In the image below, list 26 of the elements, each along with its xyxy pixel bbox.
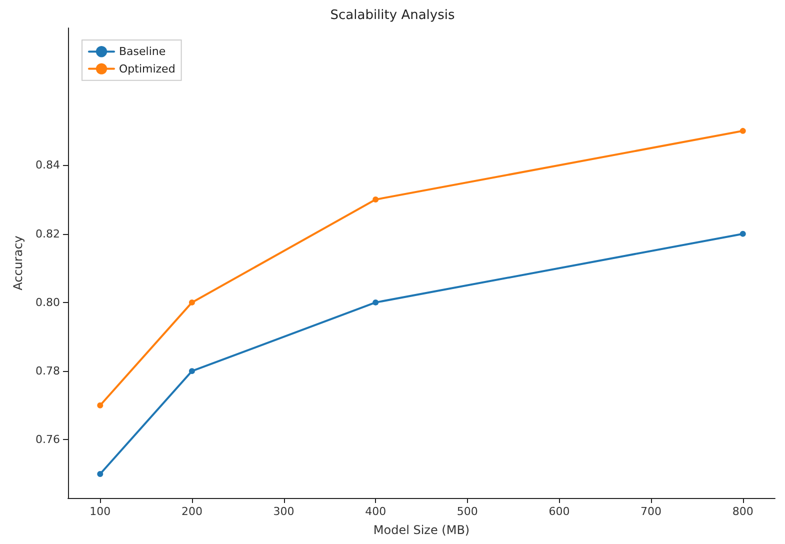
point	[188, 368, 195, 374]
point	[372, 196, 379, 203]
point	[188, 299, 195, 306]
y-axis-title: Accuracy	[11, 236, 25, 290]
x-tick-label: 500	[456, 505, 478, 518]
y-tick-label: 0.84	[36, 158, 60, 172]
y-tick-label: 0.80	[36, 296, 60, 309]
x-tick-label: 800	[732, 505, 754, 518]
y-tick-label: 0.78	[36, 364, 60, 378]
x-tick-label: 200	[181, 505, 202, 518]
legend-label: Optimized	[119, 62, 176, 76]
point	[372, 299, 379, 306]
x-tick-label: 400	[365, 505, 386, 518]
y-tick-label: 0.82	[36, 227, 60, 240]
legend-label: Baseline	[119, 45, 166, 58]
point	[740, 128, 746, 134]
x-axis-title: Model Size (MB)	[373, 523, 470, 537]
y-tick-label: 0.76	[36, 433, 60, 446]
x-tick-label: 300	[273, 505, 294, 518]
point	[97, 402, 104, 408]
point	[97, 470, 104, 477]
point	[740, 230, 746, 237]
x-tick-label: 700	[640, 505, 662, 518]
chart-title: Scalability Analysis	[330, 8, 455, 23]
x-tick-label: 600	[548, 505, 570, 518]
x-tick-label: 100	[90, 505, 111, 518]
